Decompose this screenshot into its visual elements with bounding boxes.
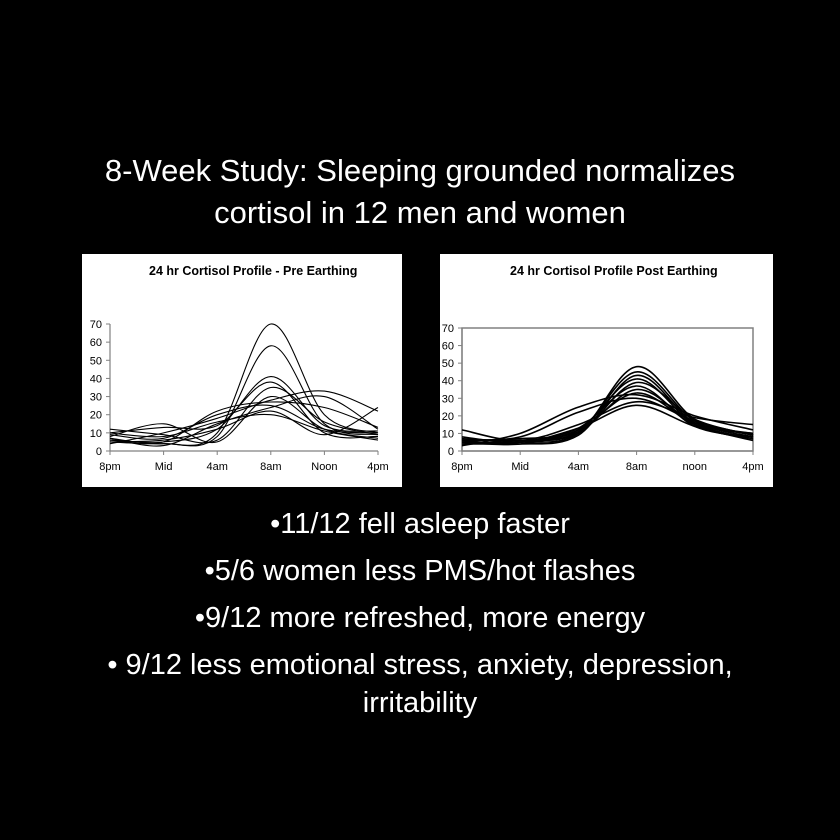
series-line-12 xyxy=(109,413,379,441)
bullet-stress-continued: irritability xyxy=(362,687,478,719)
x-tick-label: 8pm xyxy=(99,461,120,473)
series-line-3 xyxy=(461,374,754,445)
pre-earthing-chart-svg: 0 10 20 30 40 50 60 70 8pm Mid 4am 8am Noon 4pm xyxy=(90,319,389,473)
y-tick-label: 10 xyxy=(90,428,102,440)
bullet-asleep-faster: •11/12 fell asleep faster xyxy=(270,508,570,540)
y-tick-label: 70 xyxy=(90,319,102,331)
pre-earthing-chart: 0 10 20 30 40 50 60 70 8pm Mid 4am 8am Noon 4pm 24 hr… xyxy=(82,254,402,487)
series-line-12 xyxy=(461,404,754,444)
y-tick-label: 20 xyxy=(90,410,102,422)
y-tick-label: 50 xyxy=(442,358,454,370)
y-tick-label: 50 xyxy=(90,355,102,367)
x-tick-label: 4pm xyxy=(742,461,763,473)
x-tick-label: 4am xyxy=(568,461,589,473)
y-tick-label: 30 xyxy=(90,392,102,404)
x-tick-label: Mid xyxy=(511,461,529,473)
chart-title: 24 hr Cortisol Profile Post Earthing xyxy=(510,264,718,278)
x-tick-label: 8pm xyxy=(451,461,472,473)
y-tick-label: 60 xyxy=(442,341,454,353)
y-tick-label: 20 xyxy=(442,411,454,423)
series-line-10 xyxy=(461,397,754,442)
slide-title-line-1: 8-Week Study: Sleeping grounded normaliz… xyxy=(104,153,736,188)
y-tick-label: 0 xyxy=(448,446,454,458)
series-line-9 xyxy=(461,393,754,447)
series-line-2 xyxy=(109,345,379,447)
series-line-11 xyxy=(461,400,754,442)
y-tick-label: 40 xyxy=(442,376,454,388)
y-tick-label: 60 xyxy=(90,337,102,349)
x-tick-label: 8am xyxy=(626,461,647,473)
x-tick-label: Noon xyxy=(311,461,337,473)
post-earthing-chart: 0 10 20 30 40 50 60 70 8pm Mid 4am 8am noon 4pm 24 hr… xyxy=(440,254,773,487)
y-tick-label: 70 xyxy=(442,323,454,335)
series-line-7 xyxy=(109,390,379,445)
series-line-8 xyxy=(461,392,754,446)
y-tick-label: 0 xyxy=(96,446,102,458)
y-tick-label: 10 xyxy=(442,428,454,440)
bullet-pms: •5/6 women less PMS/hot flashes xyxy=(204,555,636,587)
x-tick-label: 8am xyxy=(260,461,281,473)
x-tick-label: 4pm xyxy=(367,461,388,473)
plot-frame xyxy=(461,327,754,452)
x-tick-label: Mid xyxy=(155,461,173,473)
series-line-11 xyxy=(109,407,379,443)
bullet-stress: • 9/12 less emotional stress, anxiety, d… xyxy=(107,649,733,681)
x-tick-label: noon xyxy=(683,461,707,473)
x-tick-label: 4am xyxy=(206,461,227,473)
series-line-4 xyxy=(109,381,379,439)
bullet-refreshed: •9/12 more refreshed, more energy xyxy=(194,602,646,634)
slide-title-line-2: cortisol in 12 men and women xyxy=(214,195,626,230)
y-tick-label: 40 xyxy=(90,373,102,385)
post-earthing-chart-svg: 0 10 20 30 40 50 60 70 8pm Mid 4am 8am noon 4pm xyxy=(442,323,764,473)
chart-title: 24 hr Cortisol Profile - Pre Earthing xyxy=(149,264,358,278)
series-line-9 xyxy=(109,404,379,440)
series-line-10 xyxy=(109,395,379,447)
y-tick-label: 30 xyxy=(442,393,454,405)
series-line-8 xyxy=(109,401,379,445)
